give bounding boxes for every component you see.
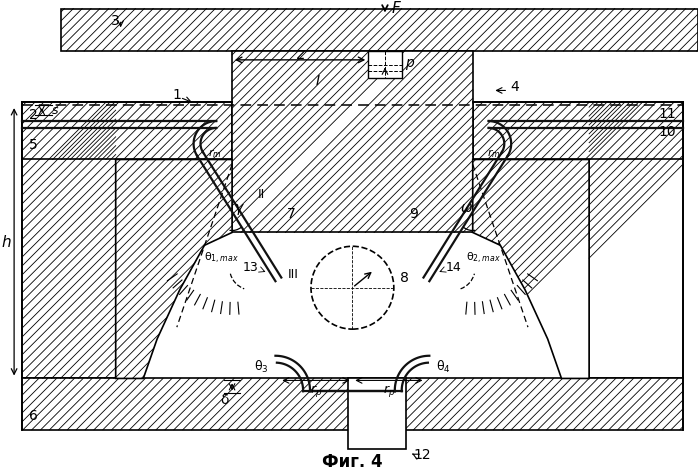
Polygon shape — [473, 159, 589, 378]
Bar — [62, 9, 698, 51]
Text: ω: ω — [461, 201, 472, 215]
Text: 7: 7 — [287, 207, 295, 221]
Text: h: h — [1, 235, 11, 250]
Text: θ$_4$: θ$_4$ — [436, 359, 451, 375]
Text: 3: 3 — [111, 14, 120, 28]
Text: δ: δ — [220, 393, 228, 407]
Bar — [589, 102, 682, 378]
Bar — [349, 378, 406, 449]
Bar — [22, 102, 232, 159]
Text: 4: 4 — [510, 80, 519, 95]
Text: $r_m$: $r_m$ — [486, 147, 500, 160]
Text: 13: 13 — [243, 262, 259, 274]
Text: p: p — [405, 56, 414, 70]
Text: 12: 12 — [414, 448, 431, 463]
Text: γ: γ — [235, 201, 243, 215]
Text: 9: 9 — [409, 207, 418, 221]
Bar — [22, 378, 682, 430]
Text: 6: 6 — [29, 409, 38, 423]
Text: $r_m$: $r_m$ — [207, 147, 221, 160]
Polygon shape — [116, 159, 232, 378]
Text: θ$_3$: θ$_3$ — [254, 359, 269, 375]
Text: 2: 2 — [29, 108, 38, 122]
Text: θ$_{2,max}$: θ$_{2,max}$ — [466, 251, 500, 266]
Bar — [473, 102, 682, 159]
Text: θ$_{1,max}$: θ$_{1,max}$ — [204, 251, 239, 266]
Text: 14: 14 — [446, 262, 462, 274]
Text: II: II — [258, 187, 265, 201]
Text: z: z — [296, 47, 304, 62]
Text: $r_p$: $r_p$ — [383, 383, 395, 399]
Text: I: I — [316, 74, 320, 88]
Text: III: III — [288, 268, 299, 281]
Text: $r_p$: $r_p$ — [310, 383, 322, 399]
Bar — [22, 102, 116, 378]
Bar — [368, 51, 402, 78]
Text: 10: 10 — [658, 125, 676, 139]
Text: s: s — [52, 104, 58, 117]
Text: 11: 11 — [658, 107, 676, 121]
Text: 5: 5 — [29, 138, 38, 152]
Text: Фиг. 4: Фиг. 4 — [322, 453, 383, 471]
Text: 8: 8 — [400, 271, 409, 285]
Bar — [232, 51, 472, 232]
Text: F: F — [392, 1, 400, 16]
Text: 1: 1 — [172, 88, 181, 102]
